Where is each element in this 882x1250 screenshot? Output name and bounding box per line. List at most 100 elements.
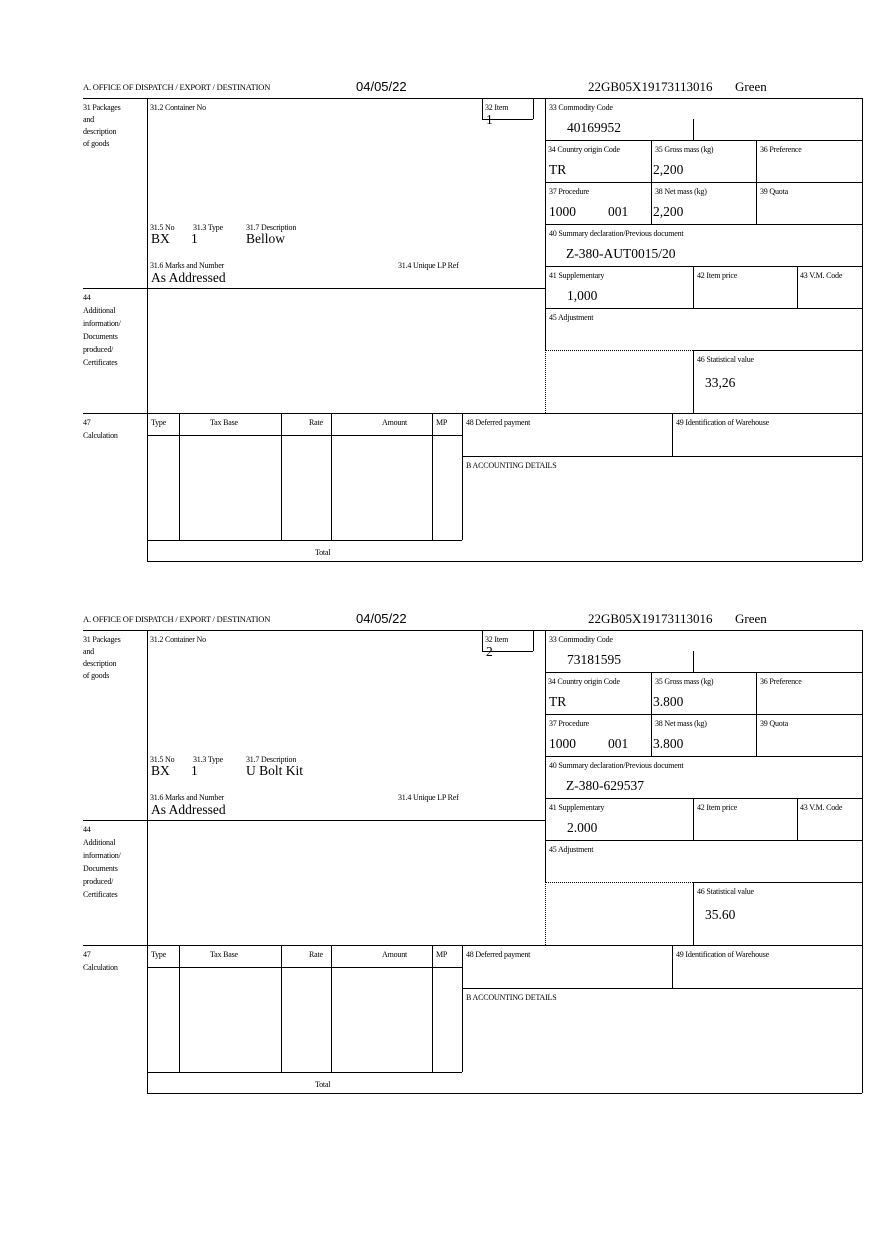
divider <box>462 413 463 540</box>
net-label: 38 Net mass (kg) <box>655 187 707 196</box>
marks-value: As Addressed <box>151 802 226 817</box>
description-label: 31.7 Description <box>246 223 297 232</box>
calculation-label: Calculation <box>83 431 118 440</box>
accounting-label: B ACCOUNTING DETAILS <box>466 461 557 470</box>
divider <box>179 413 180 540</box>
divider <box>147 561 862 562</box>
item-label: 32 Item <box>485 103 509 112</box>
container-label: 31.2 Container No <box>150 103 206 112</box>
no-label: 31.5 No <box>150 223 175 232</box>
marks-label: 31.6 Marks and Number <box>150 793 225 802</box>
calc-col-tax-base: Tax Base <box>210 950 238 959</box>
divider <box>672 945 673 988</box>
calculation-label: 47 <box>83 418 91 427</box>
packages-type: 1 <box>191 231 198 246</box>
additional-label: Certificates <box>83 358 118 367</box>
divider <box>693 119 694 140</box>
vm-code-label: 43 V.M. Code <box>800 803 843 812</box>
statistical-value: 33,26 <box>705 375 736 390</box>
procedure-label: 37 Procedure <box>549 719 590 728</box>
divider <box>331 945 332 1072</box>
origin-label: 34 Country origin Code <box>548 145 620 154</box>
gross-mass: 2,200 <box>653 162 684 177</box>
divider <box>545 182 862 183</box>
procedure-value: 1000 <box>549 204 576 219</box>
divider <box>147 540 462 541</box>
supplementary-label: 41 Supplementary <box>549 803 605 812</box>
summary-label: 40 Summary declaration/Previous document <box>549 229 684 238</box>
calc-col-amount: Amount <box>382 950 408 959</box>
divider <box>651 672 652 756</box>
divider <box>545 840 862 841</box>
reference-number: 22GB05X19173113016 <box>588 611 713 626</box>
calc-col-mp: MP <box>436 950 448 959</box>
divider <box>672 413 673 456</box>
divider <box>331 413 332 540</box>
status: Green <box>735 79 767 94</box>
date: 04/05/22 <box>356 79 407 94</box>
procedure-code: 001 <box>608 204 629 219</box>
divider <box>83 945 862 946</box>
deferred-label: 48 Deferred payment <box>466 418 531 427</box>
divider <box>862 630 863 1093</box>
commodity-code: 40169952 <box>567 120 621 135</box>
item-number: 2 <box>486 644 493 659</box>
divider <box>651 140 652 224</box>
additional-label: 44 <box>83 293 91 302</box>
divider <box>862 98 863 561</box>
marks-label: 31.6 Marks and Number <box>150 261 225 270</box>
divider <box>462 456 862 457</box>
packages-label: of goods <box>83 139 110 148</box>
accounting-label: B ACCOUNTING DETAILS <box>466 993 557 1002</box>
packages-label: description <box>83 659 117 668</box>
commodity-label: 33 Commodity Code <box>549 635 613 644</box>
warehouse-label: 49 Identification of Warehouse <box>676 950 769 959</box>
additional-label: 44 <box>83 825 91 834</box>
additional-label: Certificates <box>83 890 118 899</box>
divider <box>147 967 462 968</box>
preference-label: 36 Preference <box>760 677 802 686</box>
goods-description: Bellow <box>246 231 285 246</box>
divider <box>147 1072 462 1073</box>
total-label: Total <box>315 548 331 557</box>
divider <box>545 798 862 799</box>
divider <box>462 945 463 1072</box>
preference-label: 36 Preference <box>760 145 802 154</box>
item-number: 1 <box>486 112 493 127</box>
description-label: 31.7 Description <box>246 755 297 764</box>
calc-col-rate: Rate <box>309 418 323 427</box>
divider <box>756 140 757 224</box>
additional-label: information/ <box>83 319 121 328</box>
divider <box>545 140 862 141</box>
item-label: 32 Item <box>485 635 509 644</box>
deferred-label: 48 Deferred payment <box>466 950 531 959</box>
gross-label: 35 Gross mass (kg) <box>655 677 714 686</box>
additional-label: Documents <box>83 332 118 341</box>
calculation-label: Calculation <box>83 963 118 972</box>
divider <box>797 798 798 840</box>
divider <box>482 98 483 119</box>
adjustment-label: 45 Adjustment <box>549 845 594 854</box>
gross-mass: 3.800 <box>653 694 684 709</box>
divider <box>756 672 757 756</box>
item-price-label: 42 Item price <box>697 271 738 280</box>
calc-col-mp: MP <box>436 418 448 427</box>
packages-no: BX <box>151 763 170 778</box>
net-mass: 3.800 <box>653 736 684 751</box>
status: Green <box>735 611 767 626</box>
packages-label: and <box>83 647 94 656</box>
divider <box>693 350 862 351</box>
divider <box>462 988 862 989</box>
divider <box>533 98 534 119</box>
divider <box>83 98 862 99</box>
net-label: 38 Net mass (kg) <box>655 719 707 728</box>
calc-col-type: Type <box>151 950 167 959</box>
divider <box>545 882 546 945</box>
divider <box>545 350 693 351</box>
unique-ref-label: 31.4 Unique LP Ref <box>398 261 459 270</box>
adjustment-label: 45 Adjustment <box>549 313 594 322</box>
divider <box>693 798 694 840</box>
procedure-value: 1000 <box>549 736 576 751</box>
divider <box>83 413 862 414</box>
gross-label: 35 Gross mass (kg) <box>655 145 714 154</box>
